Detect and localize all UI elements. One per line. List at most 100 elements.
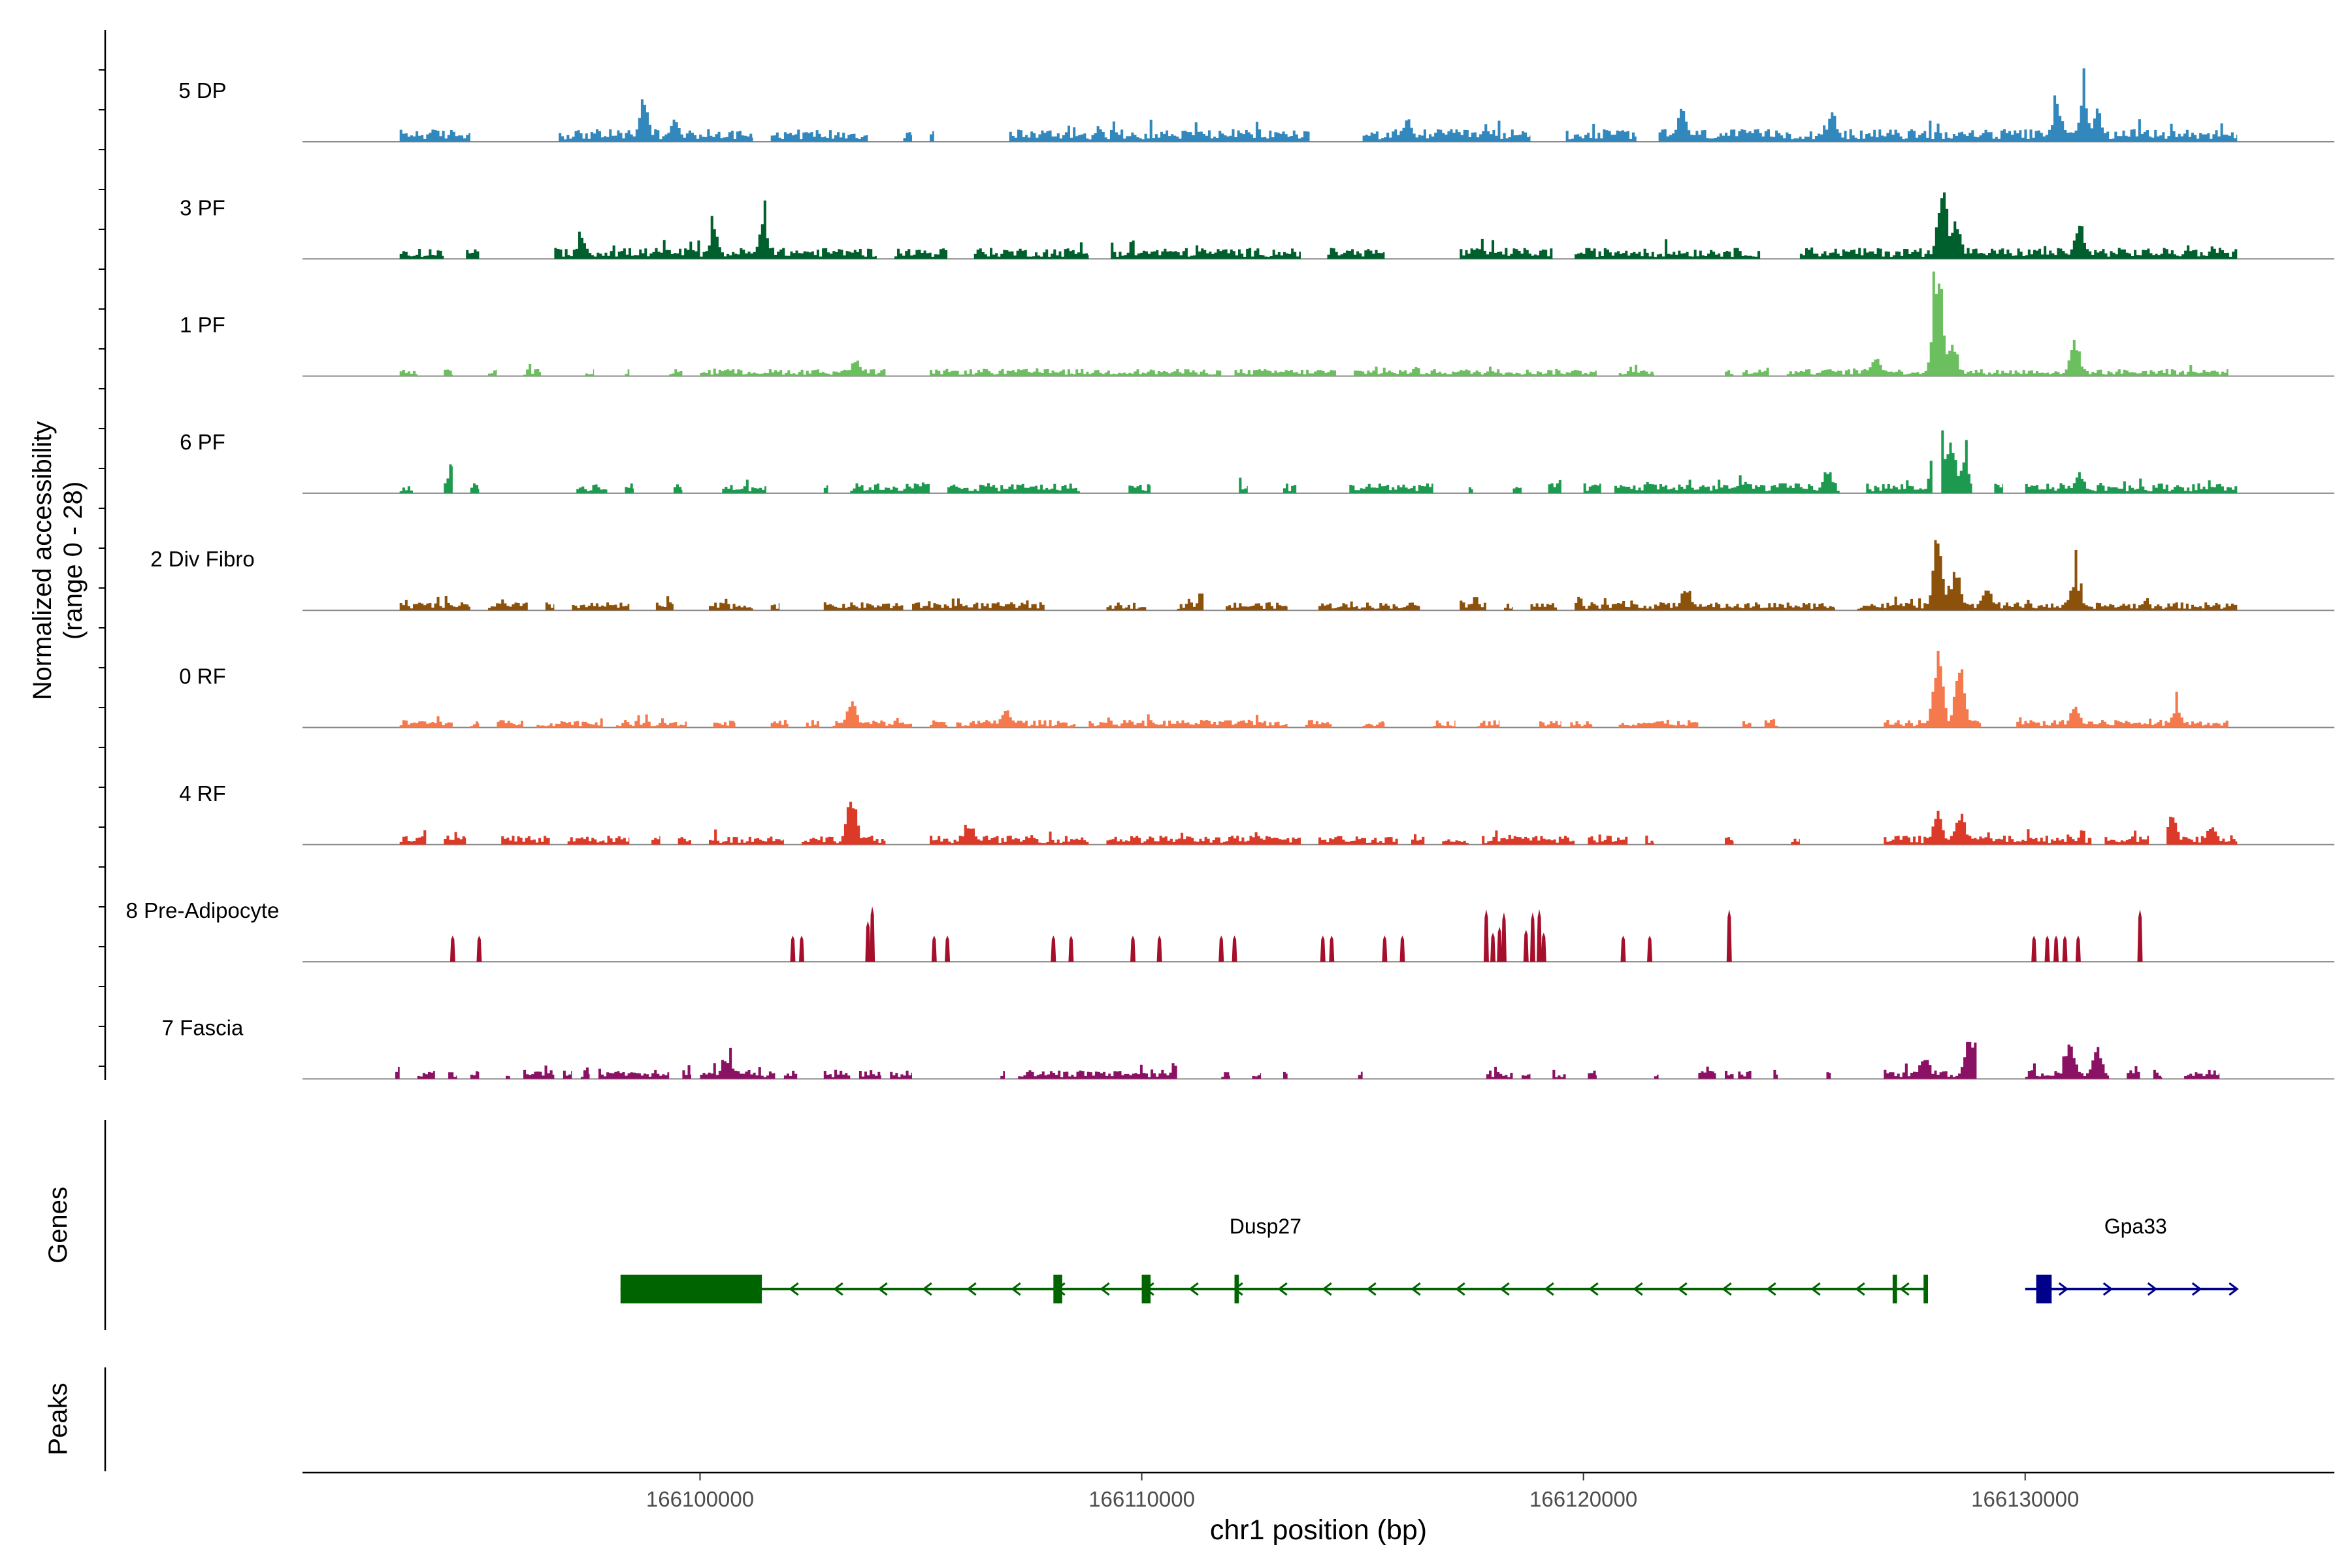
coverage-spike — [476, 935, 482, 962]
strand-arrow — [922, 1282, 932, 1296]
strand-arrow — [1322, 1282, 1332, 1296]
track-1-pf: 1 PF — [180, 271, 2334, 377]
strand-arrow — [1100, 1282, 1110, 1296]
coverage-spike — [1726, 909, 1732, 962]
coverage-area — [395, 1041, 2220, 1079]
track-label: 0 RF — [179, 664, 226, 689]
strand-arrow — [2102, 1282, 2114, 1296]
strand-arrow — [1633, 1282, 1643, 1296]
coverage-spike — [1529, 912, 1535, 962]
strand-arrow — [1810, 1282, 1821, 1296]
strand-arrow — [1366, 1282, 1377, 1296]
strand-arrow — [1855, 1282, 1865, 1296]
strand-arrow — [1677, 1282, 1688, 1296]
strand-arrow — [1011, 1282, 1021, 1296]
gene-exon — [2036, 1275, 2052, 1303]
coverage-y-label-line2: (range 0 - 28) — [59, 482, 88, 640]
gene-label: Gpa33 — [2104, 1215, 2167, 1238]
coverage-spike — [1130, 935, 1136, 962]
track-2-div-fibro: 2 Div Fibro — [150, 540, 2334, 612]
strand-arrow — [1766, 1282, 1776, 1296]
x-tick-label: 166110000 — [1088, 1487, 1195, 1511]
coverage-spike — [931, 935, 937, 962]
strand-arrow — [1411, 1282, 1421, 1296]
strand-arrow — [789, 1282, 799, 1296]
gene-gpa33: Gpa33 — [2025, 1215, 2239, 1303]
coverage-spike — [1232, 935, 1237, 962]
gene-annotation-track: Dusp27 Gpa33 — [620, 1215, 2239, 1303]
coverage-spike — [2062, 935, 2068, 962]
track-label: 5 DP — [178, 78, 226, 103]
gene-exon — [1053, 1275, 1062, 1303]
coverage-tracks: 5 DP 3 PF 1 PF 6 PF 2 Div Fibro 0 RF 4 RF 8 Pre… — [126, 68, 2334, 1080]
strand-arrow — [877, 1282, 888, 1296]
track-7-fascia: 7 Fascia — [162, 1015, 2334, 1080]
strand-arrow — [2147, 1282, 2158, 1296]
coverage-area — [399, 540, 2238, 611]
x-tick-label: 166120000 — [1529, 1487, 1637, 1511]
track-label: 4 RF — [179, 781, 226, 806]
axes: 166100000 166110000 166120000 166130000 Nor… — [28, 30, 2334, 1546]
x-tick-label: 166130000 — [1971, 1487, 2079, 1511]
gene-exon — [1923, 1275, 1928, 1303]
gene-exon — [1234, 1275, 1239, 1303]
coverage-spike — [2075, 935, 2081, 962]
coverage-spike — [1647, 935, 1653, 962]
strand-arrow — [966, 1282, 977, 1296]
coverage-area — [399, 68, 2238, 142]
genes-y-label: Genes — [44, 1186, 73, 1264]
coverage-spike — [1051, 935, 1056, 962]
track-label: 8 Pre-Adipocyte — [126, 898, 280, 923]
coverage-spike — [1156, 935, 1162, 962]
strand-arrow — [1188, 1282, 1199, 1296]
coverage-spike — [449, 935, 455, 962]
track-label: 2 Div Fibro — [150, 547, 255, 571]
coverage-spike — [2031, 935, 2037, 962]
peaks-y-label: Peaks — [44, 1382, 73, 1455]
coverage-spike — [870, 906, 875, 962]
coverage-y-ticks — [99, 69, 105, 1067]
strand-arrow — [2191, 1282, 2202, 1296]
strand-arrow — [833, 1282, 843, 1296]
coverage-area — [399, 192, 2238, 259]
x-axis-ticks: 166100000 166110000 166120000 166130000 — [646, 1473, 2079, 1511]
coverage-area — [399, 430, 2238, 493]
track-3-pf: 3 PF — [180, 192, 2334, 260]
strand-arrow — [1499, 1282, 1510, 1296]
coverage-spike — [2044, 935, 2050, 962]
track-5-dp: 5 DP — [178, 68, 2334, 142]
strand-arrow — [1455, 1282, 1465, 1296]
coverage-spike — [1483, 909, 1489, 962]
gene-exon — [1141, 1275, 1151, 1303]
strand-arrow — [1277, 1282, 1288, 1296]
x-axis-label: chr1 position (bp) — [1210, 1514, 1427, 1546]
coverage-spike — [1497, 926, 1503, 962]
coverage-area — [399, 802, 2238, 845]
strand-arrow — [1722, 1282, 1732, 1296]
coverage-spike — [1068, 935, 1074, 962]
gene-label: Dusp27 — [1230, 1215, 1301, 1238]
track-label: 1 PF — [180, 313, 225, 337]
coverage-area — [399, 651, 2229, 728]
gene-dusp27: Dusp27 — [620, 1215, 1928, 1303]
coverage-spike — [1320, 935, 1326, 962]
coverage-spike — [798, 935, 804, 962]
strand-arrow — [1899, 1282, 1910, 1296]
coverage-spike — [1501, 912, 1507, 962]
track-label: 7 Fascia — [162, 1015, 244, 1039]
track-label: 3 PF — [180, 195, 225, 220]
coverage-spike — [1218, 935, 1224, 962]
track-0-rf: 0 RF — [179, 651, 2334, 728]
coverage-area — [399, 271, 2229, 376]
strand-arrow — [1588, 1282, 1599, 1296]
track-6-pf: 6 PF — [180, 430, 2334, 494]
track-8-pre-adipocyte: 8 Pre-Adipocyte — [126, 898, 2334, 963]
coverage-spike — [1382, 935, 1388, 962]
track-label: 6 PF — [180, 430, 225, 454]
coverage-spike — [790, 935, 796, 962]
coverage-spike — [1541, 932, 1546, 962]
coverage-spike — [1490, 932, 1496, 962]
strand-arrow — [2229, 1282, 2239, 1296]
coverage-spike — [1399, 935, 1405, 962]
